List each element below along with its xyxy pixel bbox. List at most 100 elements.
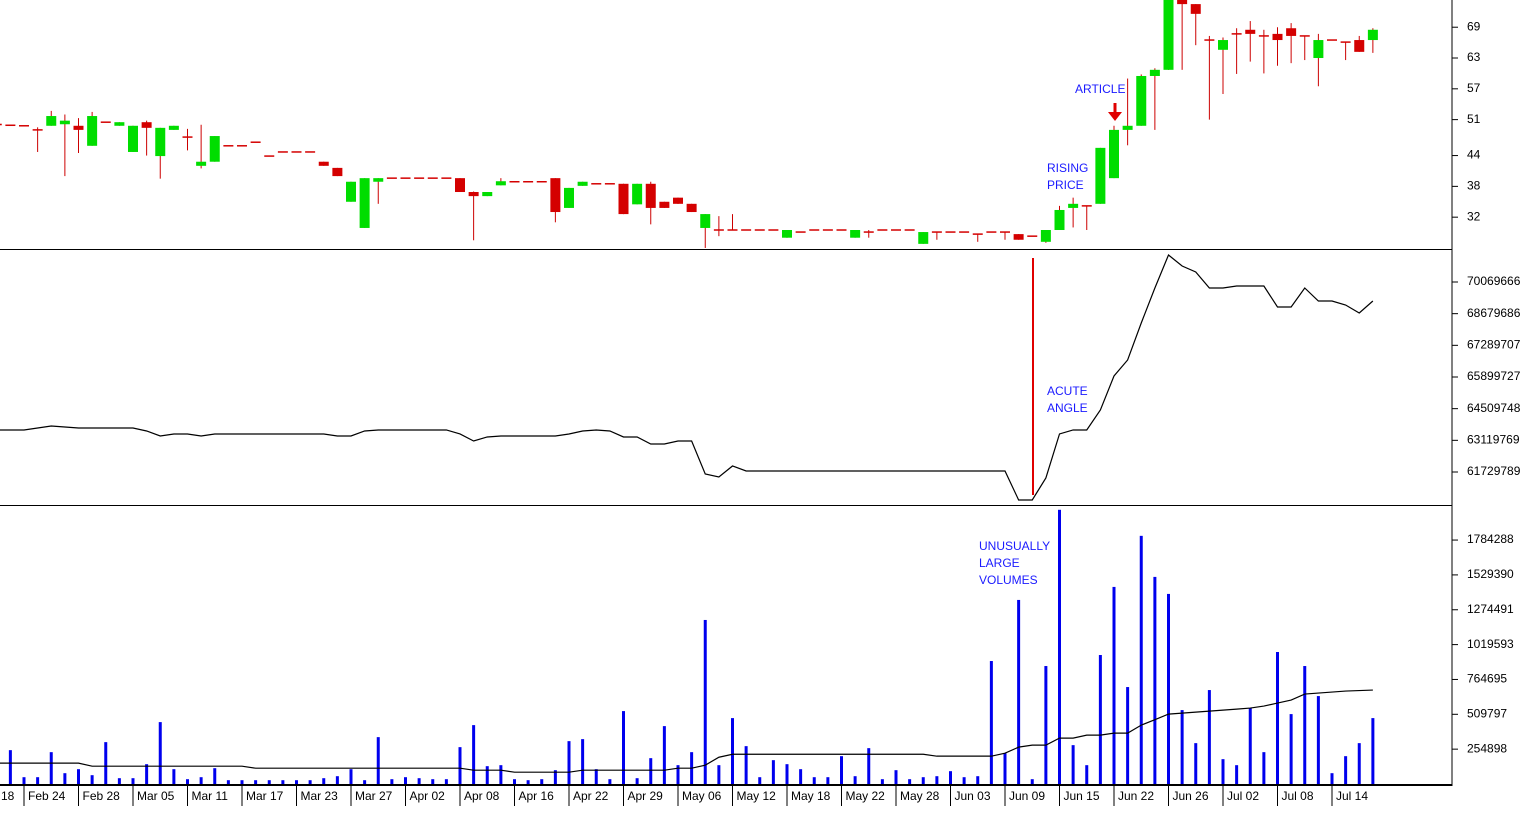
candle-body <box>482 192 493 197</box>
y-tick-label: 57 <box>1467 81 1481 95</box>
volume-bar <box>799 769 803 784</box>
y-tick-label: 1274491 <box>1467 602 1514 616</box>
candle-body <box>1040 230 1051 242</box>
volume-bar <box>1003 753 1007 784</box>
candle-body <box>645 183 656 208</box>
volume-bar <box>553 770 557 784</box>
volume-bar <box>1248 708 1252 784</box>
volume-bar <box>935 776 939 784</box>
volume-bar <box>840 756 843 784</box>
volume-bar <box>1330 773 1334 784</box>
volume-bar <box>63 773 67 784</box>
volume-bar <box>989 661 993 784</box>
volume-bar <box>635 778 639 784</box>
volume-bar <box>172 769 176 784</box>
volume-bar <box>1357 743 1361 784</box>
volume-bar <box>676 765 680 784</box>
candle-body <box>128 125 138 152</box>
volume-bar <box>1207 690 1211 784</box>
x-tick-label: Apr 08 <box>464 789 500 803</box>
volume-bar <box>1098 655 1102 784</box>
volume-bar <box>1085 765 1089 784</box>
x-tick-label: Jun 22 <box>1118 789 1154 803</box>
price-panel <box>0 0 1378 248</box>
line <box>0 689 1373 773</box>
candle-body <box>782 230 792 238</box>
volume-bar <box>1344 756 1348 784</box>
y-tick-label: 70069666 <box>1467 274 1521 288</box>
x-tick-label: Apr 22 <box>573 789 609 803</box>
x-tick-label: Apr 29 <box>628 789 664 803</box>
candle-body <box>1163 0 1174 70</box>
candle-body <box>1190 4 1201 14</box>
volume-bar <box>1289 714 1293 784</box>
volume-bar <box>949 771 952 784</box>
candle-body <box>686 203 697 213</box>
annotation: UNUSUALLY <box>979 539 1050 553</box>
volume-bar <box>22 777 26 784</box>
candle-body <box>850 230 861 238</box>
volume-panel <box>0 509 1375 784</box>
candle-body <box>73 125 84 130</box>
volume-bar <box>622 711 625 784</box>
volume-bar <box>104 742 108 784</box>
x-tick-label: Jul 02 <box>1227 789 1259 803</box>
volume-bar <box>1071 745 1075 784</box>
x-tick-label: Mar 05 <box>137 789 175 803</box>
y-tick-label: 64509748 <box>1467 401 1521 415</box>
candle-body <box>1122 125 1133 130</box>
volume-bar <box>1044 666 1048 784</box>
volume-bar <box>771 760 775 784</box>
volume-bar <box>240 780 244 784</box>
volume-bar <box>513 779 516 784</box>
volume-bar <box>295 780 298 784</box>
volume-bar <box>431 779 435 784</box>
volume-bar <box>417 778 421 784</box>
y-tick-label: 65899727 <box>1467 369 1521 383</box>
candle-body <box>0 123 2 126</box>
annotation-arrow <box>1108 112 1122 121</box>
volume-bar <box>117 778 121 784</box>
volume-bar <box>404 777 407 784</box>
candle-body <box>1367 29 1378 41</box>
volume-bar <box>526 780 530 784</box>
candle-body <box>332 167 343 177</box>
volume-bar <box>1030 779 1034 784</box>
candle-body <box>700 214 711 228</box>
volume-bar <box>1167 593 1170 784</box>
volume-bar <box>90 775 94 784</box>
volume-bar <box>444 779 448 784</box>
volume-bar <box>1112 586 1116 784</box>
candle-body <box>918 232 929 244</box>
volume-bar <box>131 778 135 784</box>
candle-body <box>1068 203 1079 208</box>
y-tick-label: 1019593 <box>1467 637 1514 651</box>
x-tick-label: 18 <box>1 789 15 803</box>
candle-body <box>632 183 643 205</box>
volume-bar <box>731 718 734 784</box>
x-tick-label: May 06 <box>682 789 722 803</box>
annotation: PRICE <box>1047 178 1084 192</box>
candle-body <box>59 120 70 125</box>
y-tick-label: 38 <box>1467 179 1481 193</box>
x-tick-label: Jul 08 <box>1282 789 1314 803</box>
candle-body <box>141 122 152 128</box>
annotation: LARGE <box>979 556 1020 570</box>
volume-bar <box>744 746 748 784</box>
candle-body <box>168 125 179 130</box>
volume-bar <box>1126 687 1130 784</box>
y-tick-label: 51 <box>1467 112 1481 126</box>
candle-body <box>346 181 356 202</box>
candle-body <box>373 178 384 182</box>
x-tick-label: Mar 17 <box>246 789 284 803</box>
candle-body <box>359 178 370 228</box>
y-tick-label: 1529390 <box>1467 567 1514 581</box>
volume-bar <box>1262 752 1266 784</box>
volume-bar <box>1058 509 1061 784</box>
candle-body <box>1286 28 1297 36</box>
volume-bar <box>581 739 585 784</box>
volume-bar <box>540 779 544 784</box>
